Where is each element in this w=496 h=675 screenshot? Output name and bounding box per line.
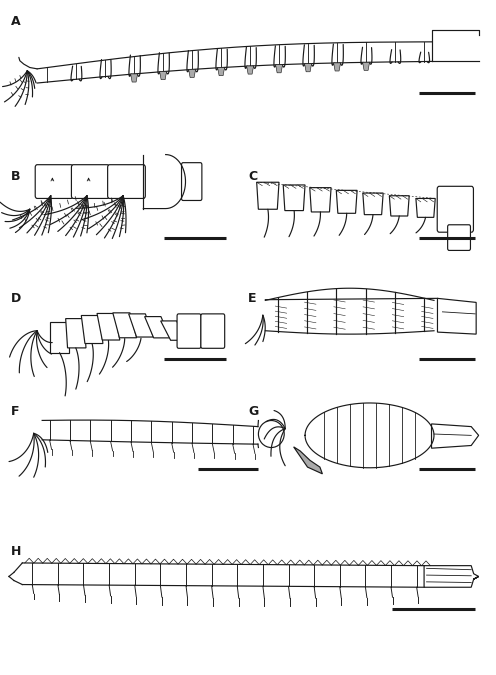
Polygon shape [310,188,331,212]
Polygon shape [437,298,476,334]
Text: D: D [11,292,21,304]
FancyBboxPatch shape [201,314,225,348]
Text: H: H [11,545,21,558]
Ellipse shape [258,421,284,448]
Polygon shape [81,315,103,344]
Polygon shape [424,566,479,587]
FancyBboxPatch shape [448,225,471,250]
FancyBboxPatch shape [35,165,73,198]
Polygon shape [416,198,435,217]
Polygon shape [128,314,153,337]
FancyBboxPatch shape [108,165,145,198]
Polygon shape [247,66,253,74]
Polygon shape [305,63,311,72]
Text: E: E [248,292,256,304]
Polygon shape [294,447,322,474]
Polygon shape [257,182,279,209]
FancyBboxPatch shape [437,186,474,232]
Polygon shape [65,319,86,348]
Polygon shape [218,68,225,76]
FancyBboxPatch shape [71,165,109,198]
FancyBboxPatch shape [177,314,201,348]
Polygon shape [130,74,137,82]
Text: G: G [248,405,258,418]
FancyBboxPatch shape [182,163,202,200]
Polygon shape [336,190,357,213]
Polygon shape [276,65,283,73]
Polygon shape [334,63,341,71]
Polygon shape [363,193,383,215]
Text: C: C [248,170,257,183]
Polygon shape [50,323,69,352]
Polygon shape [160,72,167,80]
Polygon shape [432,424,479,448]
Polygon shape [145,317,170,338]
Polygon shape [389,196,409,216]
Polygon shape [113,313,136,338]
Polygon shape [188,70,195,78]
Polygon shape [161,321,186,340]
Text: A: A [11,15,20,28]
Polygon shape [283,185,305,211]
Polygon shape [97,313,120,340]
Polygon shape [363,62,370,70]
Text: B: B [11,170,20,183]
Text: F: F [11,405,19,418]
